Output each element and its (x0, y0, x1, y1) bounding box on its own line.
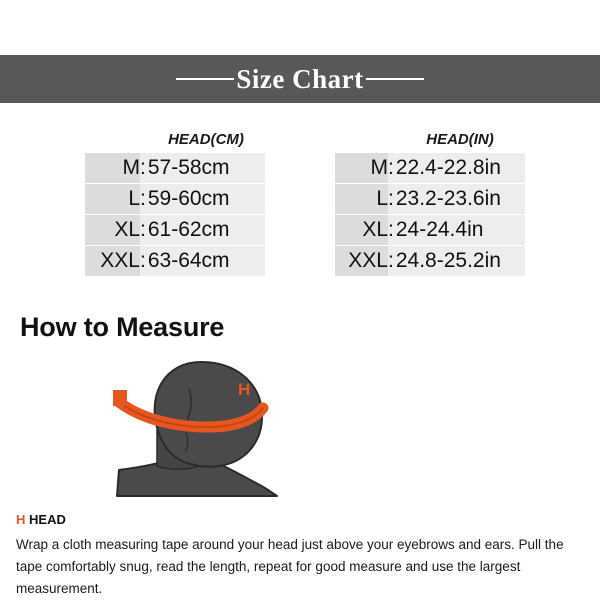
size-label-xxl-cm: XXL (85, 246, 140, 276)
size-value-xl-cm: :61-62cm (140, 215, 265, 246)
table-row: L :59-60cm (85, 184, 265, 215)
table-row: XXL :24.8-25.2in (335, 246, 525, 276)
table-row: M :22.4-22.8in (335, 153, 525, 184)
note-marker-h: H (16, 512, 26, 527)
row-separator: : (140, 249, 146, 272)
size-table-in-grid: M :22.4-22.8in L :23.2-23.6in XL :24-24.… (335, 153, 525, 276)
note-text: Wrap a cloth measuring tape around your … (16, 537, 564, 596)
head-measurement-diagram-icon (105, 358, 305, 498)
size-chart-banner: Size Chart (0, 55, 600, 103)
table-row: XL :61-62cm (85, 215, 265, 246)
table-caption-in: HEAD(IN) (426, 131, 494, 148)
size-value-m-in: :22.4-22.8in (388, 153, 525, 184)
size-value-xxl-in: :24.8-25.2in (388, 246, 525, 276)
banner-rule-right (365, 78, 424, 80)
size-label-xl-in: XL (335, 215, 388, 246)
size-table-cm: HEAD(CM) M :57-58cm L :59-60cm XL :61-62… (85, 127, 265, 276)
table-caption-cm: HEAD(CM) (168, 131, 244, 148)
value-text: 63-64cm (147, 249, 230, 272)
size-label-m-cm: M (85, 153, 140, 184)
banner-rule-left (176, 78, 235, 80)
size-label-m-in: M (335, 153, 388, 184)
head-measure-marker-h: H (238, 380, 251, 399)
row-separator: : (388, 156, 394, 179)
size-value-xxl-cm: :63-64cm (140, 246, 265, 276)
table-row: XL :24-24.4in (335, 215, 525, 246)
page-title: Size Chart (236, 63, 364, 94)
value-text: 24.8-25.2in (395, 249, 501, 272)
size-label-xl-cm: XL (85, 215, 140, 246)
table-row: L :23.2-23.6in (335, 184, 525, 215)
note-label: HEAD (29, 512, 66, 527)
row-separator: : (140, 156, 146, 179)
table-row: XXL :63-64cm (85, 246, 265, 276)
size-value-l-in: :23.2-23.6in (388, 184, 525, 215)
size-value-l-cm: :59-60cm (140, 184, 265, 215)
size-label-l-in: L (335, 184, 388, 215)
value-text: 59-60cm (147, 187, 230, 210)
value-text: 23.2-23.6in (395, 187, 501, 210)
size-label-l-cm: L (85, 184, 140, 215)
table-row: M :57-58cm (85, 153, 265, 184)
value-text: 61-62cm (147, 218, 230, 241)
size-value-xl-in: :24-24.4in (388, 215, 525, 246)
row-separator: : (388, 218, 394, 241)
note-heading: H HEAD (16, 512, 66, 527)
how-to-measure-title: How to Measure (20, 312, 225, 342)
row-separator: : (140, 218, 146, 241)
value-text: 57-58cm (147, 156, 230, 179)
row-separator: : (388, 249, 394, 272)
size-label-xxl-in: XXL (335, 246, 388, 276)
size-table-cm-grid: M :57-58cm L :59-60cm XL :61-62cm XXL :6… (85, 153, 265, 276)
value-text: 24-24.4in (395, 218, 484, 241)
value-text: 22.4-22.8in (395, 156, 501, 179)
row-separator: : (388, 187, 394, 210)
size-value-m-cm: :57-58cm (140, 153, 265, 184)
size-table-in: HEAD(IN) M :22.4-22.8in L :23.2-23.6in X… (335, 127, 525, 276)
row-separator: : (140, 187, 146, 210)
